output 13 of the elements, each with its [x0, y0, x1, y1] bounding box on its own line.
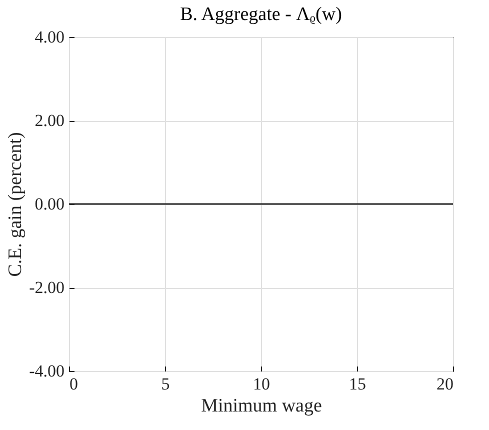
x-tick-label: 5: [161, 374, 170, 394]
x-tick-label: 0: [70, 374, 78, 394]
x-tick-label: 20: [436, 374, 454, 394]
x-tick-label: 10: [253, 374, 270, 394]
y-tick-label: -4.00: [29, 362, 64, 380]
y-axis-title: C.E. gain (percent): [5, 132, 26, 277]
y-tick-label: 2.00: [34, 111, 64, 130]
x-tick-label: 15: [349, 374, 366, 394]
chart-title: B. Aggregate - Λᵨ(w): [180, 4, 342, 25]
x-axis-title: Minimum wage: [201, 396, 322, 416]
y-tick-label: 4.00: [34, 28, 64, 46]
y-tick-label: -2.00: [29, 278, 64, 297]
y-tick-label: 0.00: [34, 194, 64, 214]
